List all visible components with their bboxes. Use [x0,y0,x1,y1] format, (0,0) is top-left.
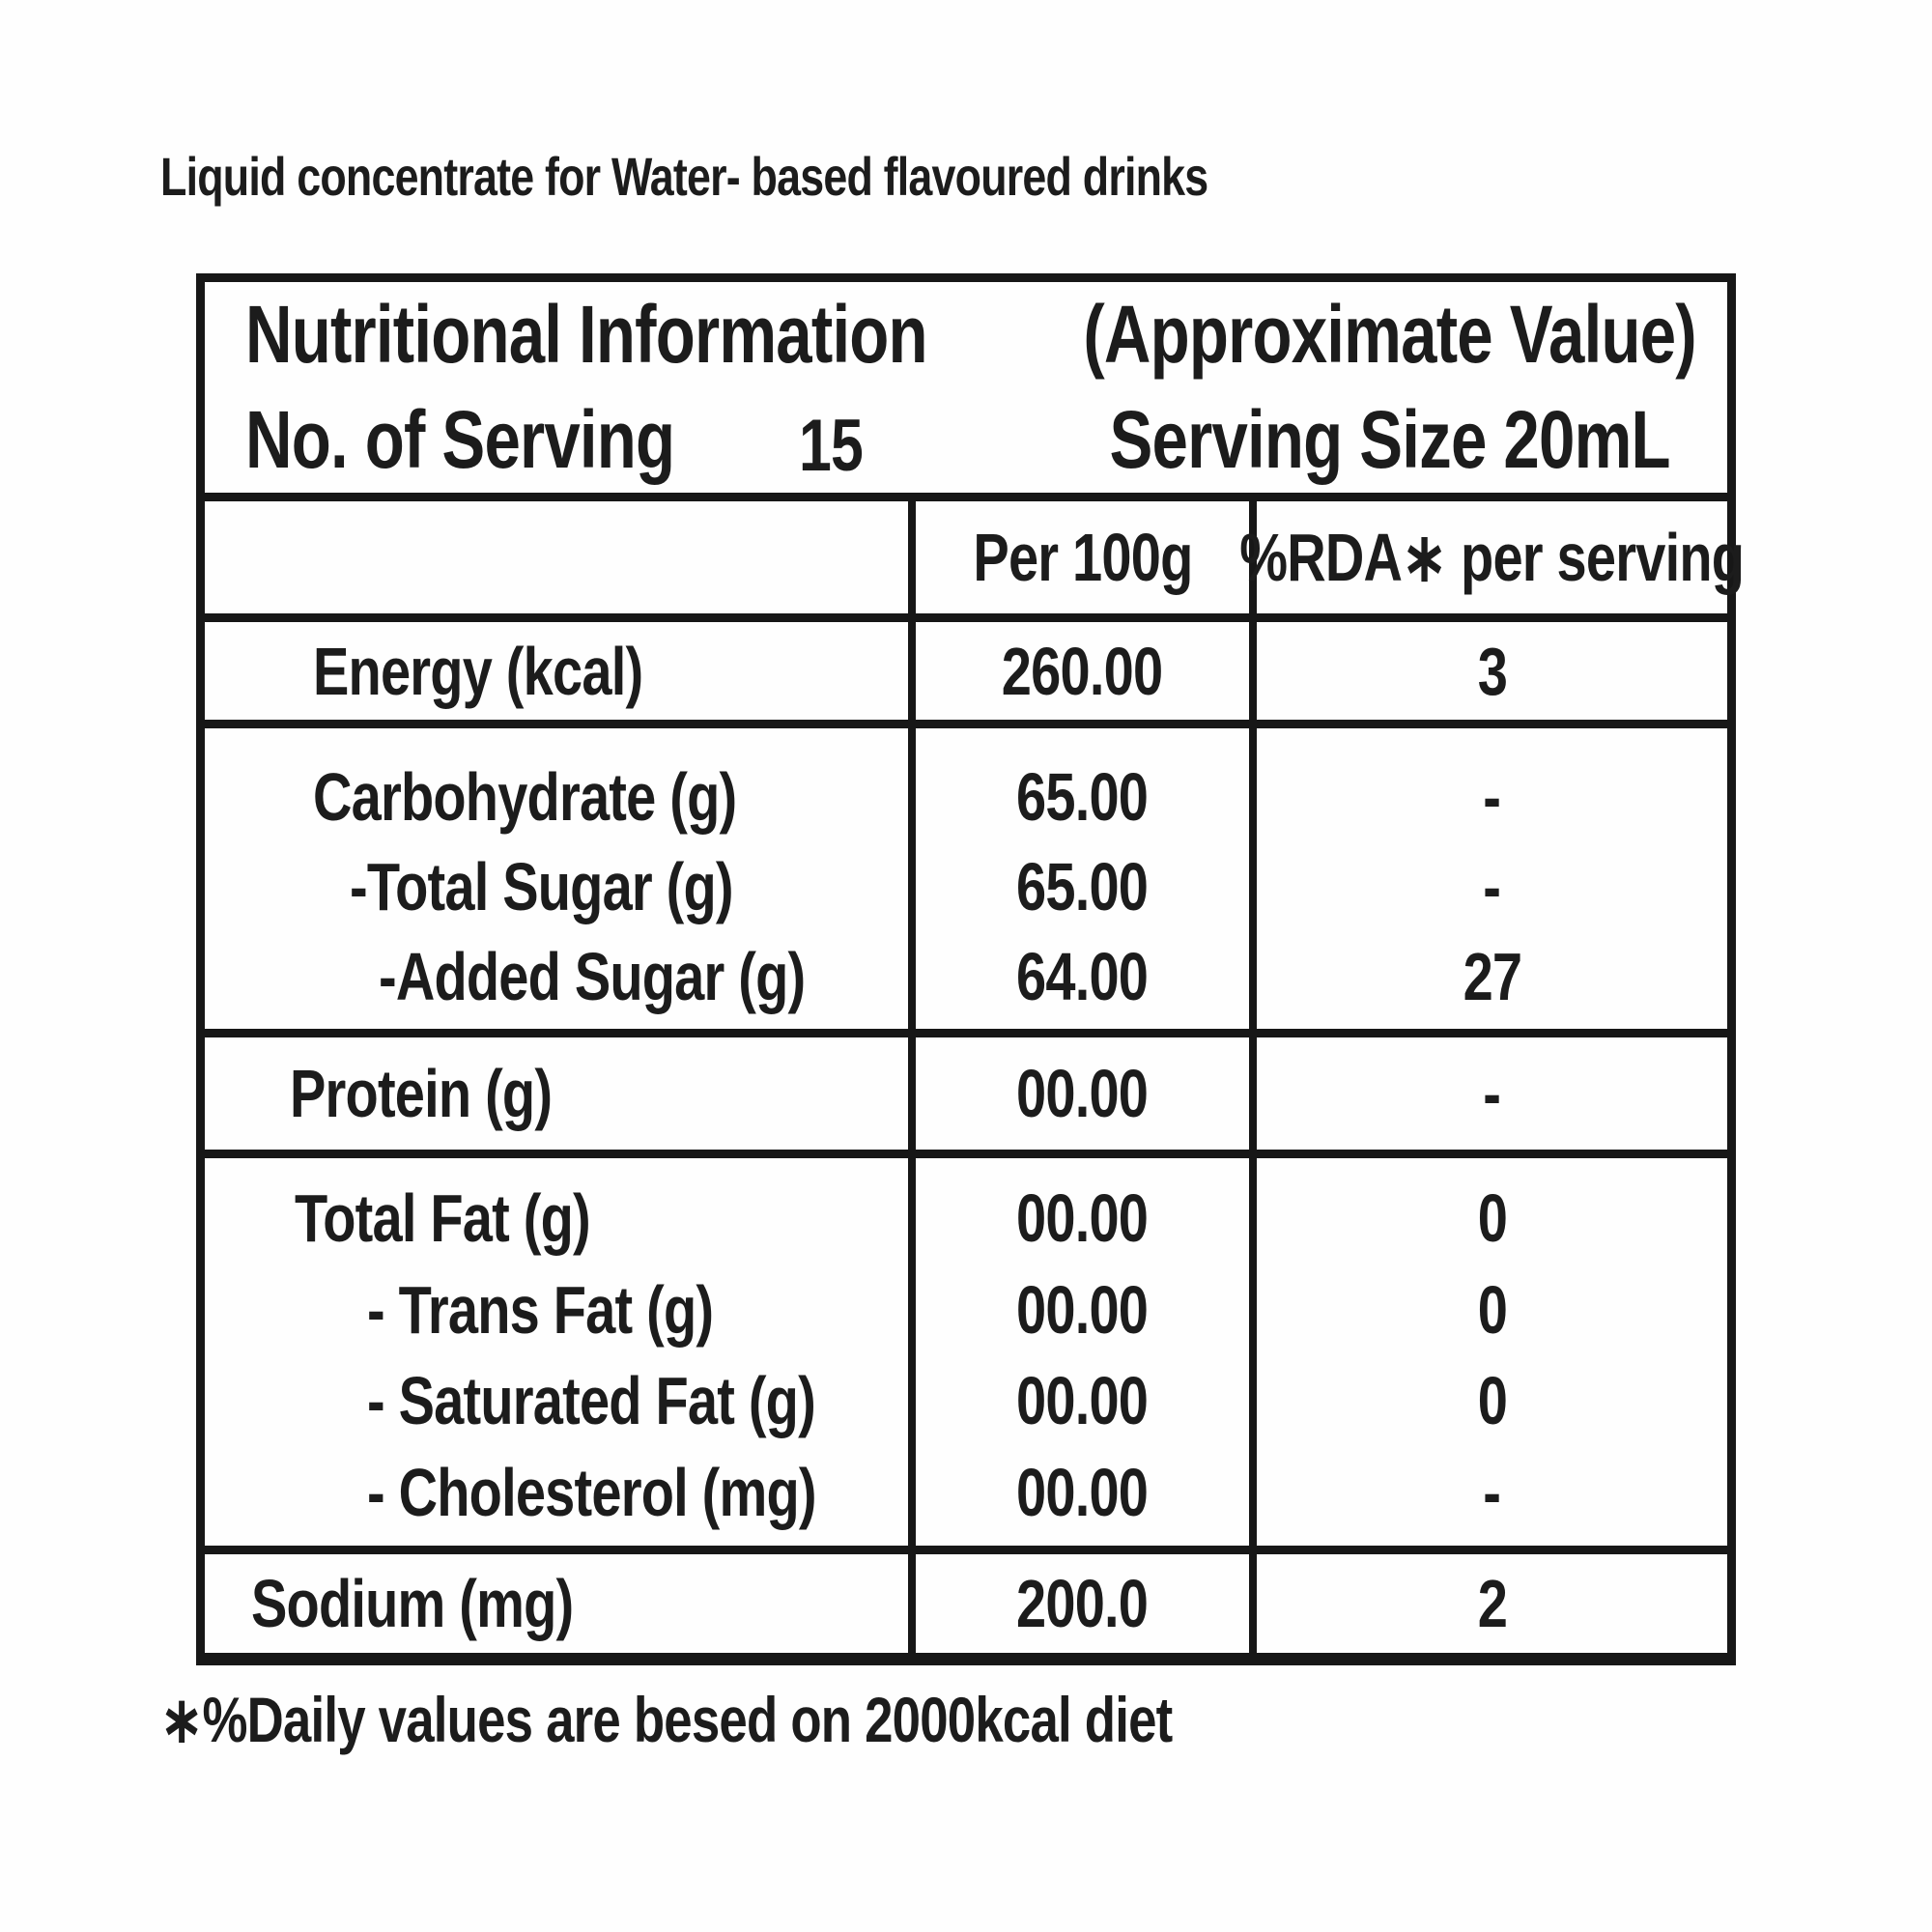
added-sugar-label: -Added Sugar (g) [379,938,806,1014]
row-sodium-labels: Sodium (mg) [205,1546,908,1653]
protein-rda-value: - [1483,1056,1502,1131]
servings-row: No. of Serving 15 [245,387,1007,493]
energy-per100g-value: 260.00 [1002,633,1163,709]
product-type-title: Liquid concentrate for Water- based flav… [160,145,1470,208]
row-fat-per100g: 00.00 00.00 00.00 00.00 [908,1150,1249,1546]
table-header-left: Nutritional Information No. of Serving 1… [205,282,1007,493]
carbohydrate-per100g-value: 65.00 [1016,759,1149,836]
energy-label: Energy (kcal) [313,633,643,709]
table-header-right: (Approximate Value) Serving Size 20mL [1007,282,1773,493]
protein-per100g-value: 00.00 [1016,1056,1149,1131]
carbohydrate-rda-value: - [1483,759,1502,836]
sodium-per100g-value: 200.0 [1016,1566,1149,1641]
row-protein-rda: - [1249,1029,1727,1150]
product-type-title-text: Liquid concentrate for Water- based flav… [160,146,1208,207]
row-sodium-rda: 2 [1249,1546,1727,1653]
table-title: Nutritional Information [245,289,928,380]
protein-label: Protein (g) [290,1056,553,1131]
energy-rda-value: 3 [1477,633,1507,709]
sodium-rda-value: 2 [1477,1566,1507,1641]
trans-fat-per100g-value: 00.00 [1016,1271,1149,1348]
row-energy-per100g: 260.00 [908,613,1249,720]
row-protein-labels: Protein (g) [205,1029,908,1150]
sodium-label: Sodium (mg) [251,1566,574,1641]
row-fat-labels: Total Fat (g) - Trans Fat (g) - Saturate… [205,1150,908,1546]
total-fat-rda-value: 0 [1477,1180,1507,1257]
row-energy-rda: 3 [1249,613,1727,720]
cholesterol-rda-value: - [1483,1454,1502,1530]
total-fat-label: Total Fat (g) [295,1180,591,1257]
row-protein-per100g: 00.00 [908,1029,1249,1150]
trans-fat-label: - Trans Fat (g) [367,1271,714,1348]
saturated-fat-per100g-value: 00.00 [1016,1363,1149,1439]
saturated-fat-rda-value: 0 [1477,1363,1507,1439]
row-carbohydrate-labels: Carbohydrate (g) -Total Sugar (g) -Added… [205,720,908,1029]
nutrition-table: Nutritional Information No. of Serving 1… [196,273,1745,1665]
row-sodium-per100g: 200.0 [908,1546,1249,1653]
servings-label: No. of Serving [245,394,675,485]
cholesterol-per100g-value: 00.00 [1016,1454,1149,1530]
added-sugar-per100g-value: 64.00 [1016,938,1149,1014]
row-energy-labels: Energy (kcal) [205,613,908,720]
column-header-rda: %RDA∗ per serving [1240,493,1745,613]
serving-size-label: Serving Size 20mL [1109,394,1670,485]
column-header-blank [205,493,908,613]
trans-fat-rda-value: 0 [1477,1271,1507,1348]
added-sugar-rda-value: 27 [1463,938,1521,1014]
approximate-value-label: (Approximate Value) [1083,289,1696,380]
saturated-fat-label: - Saturated Fat (g) [367,1363,816,1439]
row-carbohydrate-per100g: 65.00 65.00 64.00 [908,720,1249,1029]
row-carbohydrate-rda: - - 27 [1249,720,1727,1029]
servings-value: 15 [799,405,864,487]
table-header-block: Nutritional Information No. of Serving 1… [205,282,1727,493]
carbohydrate-label: Carbohydrate (g) [313,759,737,836]
total-fat-per100g-value: 00.00 [1016,1180,1149,1257]
column-header-per100g: Per 100g [908,493,1249,613]
daily-value-footnote: ∗%Daily values are besed on 2000kcal die… [160,1683,1425,1757]
total-sugar-label: -Total Sugar (g) [350,849,734,924]
row-fat-rda: 0 0 0 - [1249,1150,1727,1546]
cholesterol-label: - Cholesterol (mg) [367,1454,817,1530]
total-sugar-per100g-value: 65.00 [1016,849,1149,924]
daily-value-footnote-text: ∗%Daily values are besed on 2000kcal die… [160,1684,1173,1755]
total-sugar-rda-value: - [1483,849,1502,924]
